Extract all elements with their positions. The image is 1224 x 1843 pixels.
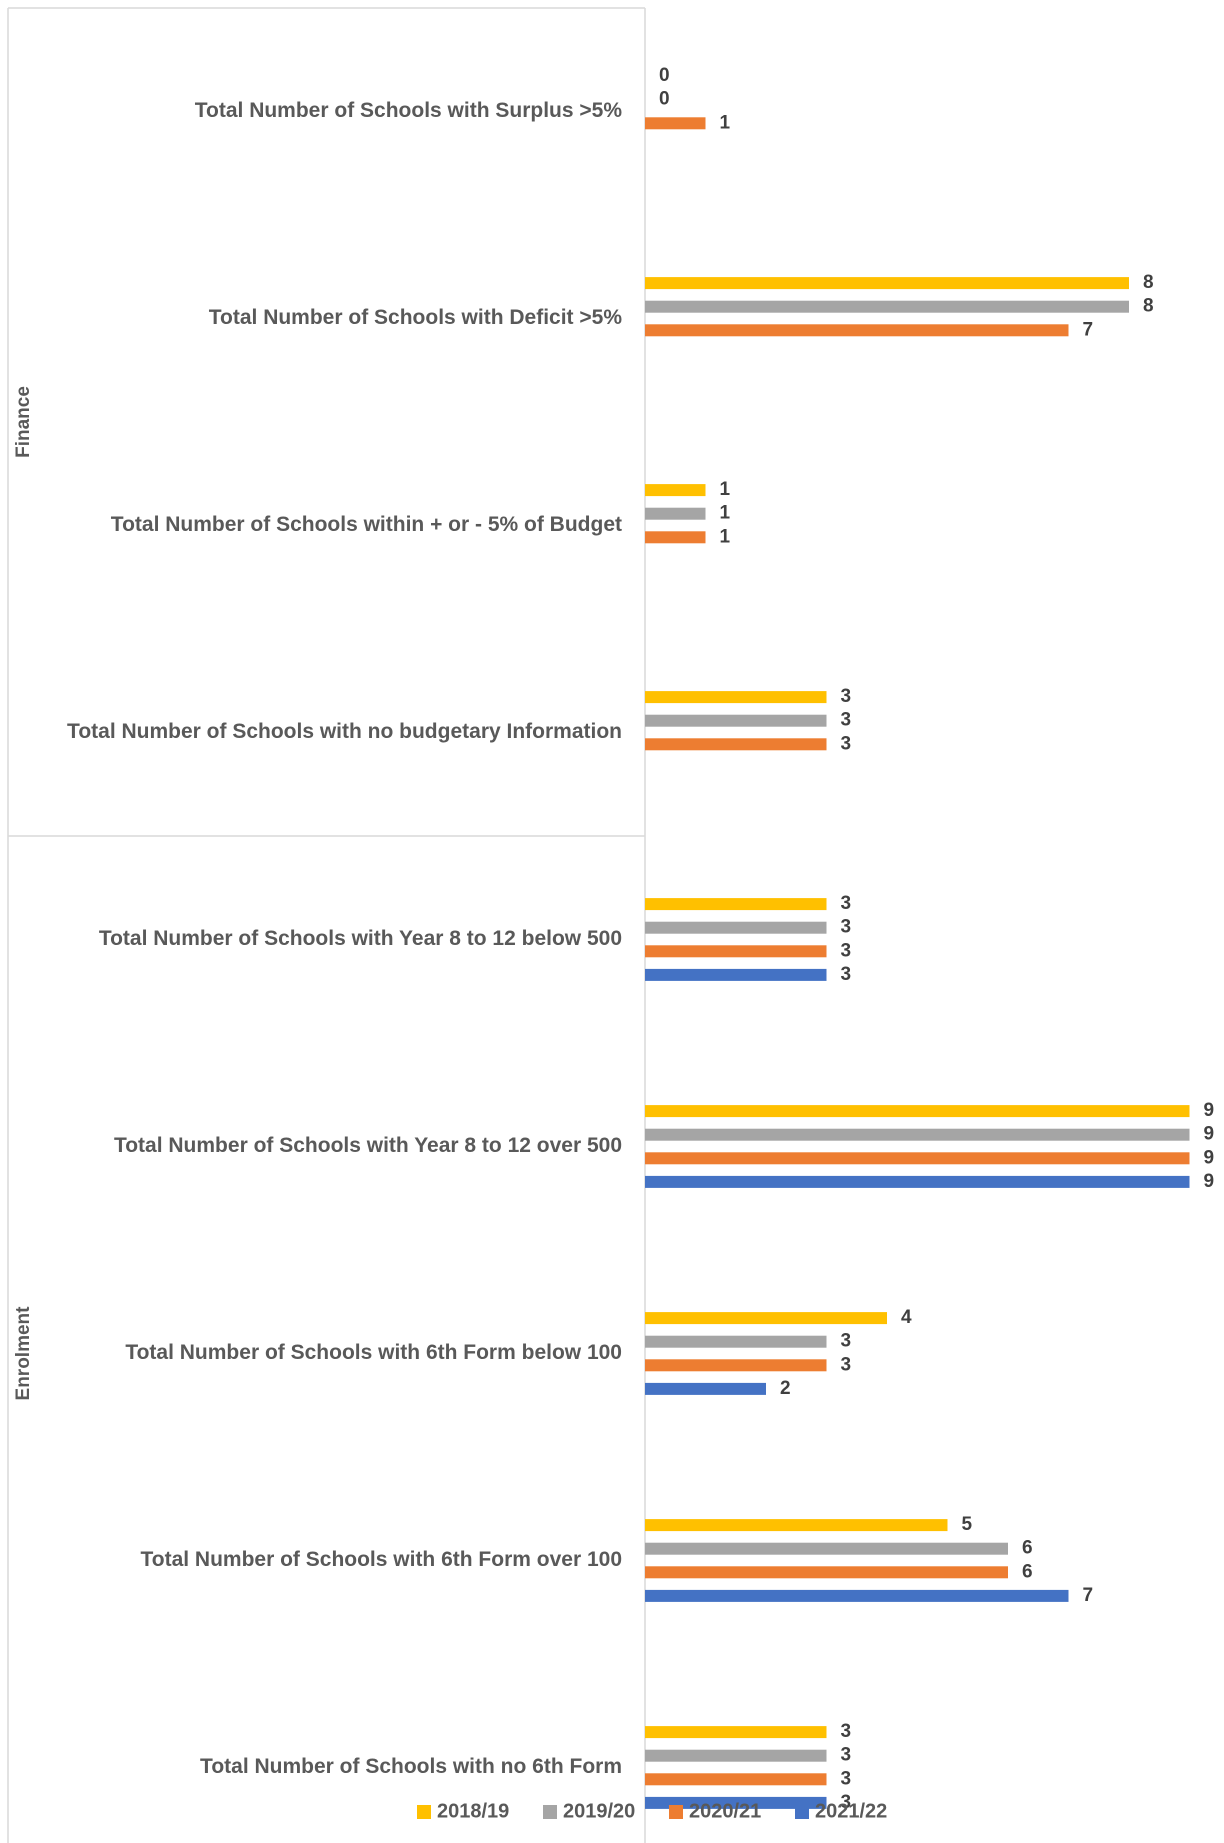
data-label: 3 bbox=[841, 1745, 852, 1766]
data-label: 6 bbox=[1022, 1538, 1033, 1559]
bar bbox=[645, 1773, 827, 1786]
data-label: 9 bbox=[1204, 1147, 1215, 1168]
chart-frame bbox=[7, 7, 646, 1843]
legend-label: 2020/21 bbox=[689, 1800, 761, 1822]
legend-swatch bbox=[669, 1805, 683, 1819]
bar bbox=[645, 691, 827, 704]
bar bbox=[645, 1335, 827, 1348]
bar bbox=[645, 1359, 827, 1372]
legend-label: 2021/22 bbox=[815, 1800, 887, 1822]
bar bbox=[645, 1519, 948, 1532]
category-label: Total Number of Schools with 6th Form be… bbox=[125, 1341, 622, 1364]
legend: 2018/19 2019/20 2020/21 2021/22 bbox=[417, 1800, 887, 1822]
bar bbox=[645, 945, 827, 958]
legend-label: 2019/20 bbox=[563, 1800, 635, 1822]
data-label: 5 bbox=[962, 1514, 973, 1535]
category-label: Total Number of Schools with Year 8 to 1… bbox=[114, 1134, 622, 1157]
data-label: 3 bbox=[841, 710, 852, 731]
bar bbox=[645, 484, 706, 497]
bar bbox=[645, 714, 827, 727]
data-label: 1 bbox=[720, 526, 731, 547]
data-label: 3 bbox=[841, 917, 852, 938]
bar bbox=[645, 1542, 1008, 1555]
bar bbox=[645, 1382, 766, 1395]
data-label: 6 bbox=[1022, 1561, 1033, 1582]
data-label: 9 bbox=[1204, 1124, 1215, 1145]
data-label: 3 bbox=[841, 964, 852, 985]
group-labels: Finance Enrolment bbox=[8, 386, 645, 1400]
bar bbox=[645, 968, 827, 981]
bar bbox=[645, 1175, 1190, 1188]
data-label: 9 bbox=[1204, 1171, 1215, 1192]
bar bbox=[645, 324, 1069, 337]
data-label: 1 bbox=[720, 479, 731, 500]
bar bbox=[645, 1726, 827, 1739]
bar bbox=[645, 300, 1129, 313]
category-label: Total Number of Schools with Deficit >5% bbox=[209, 306, 623, 329]
category-label: Total Number of Schools with no budgetar… bbox=[67, 720, 622, 743]
bar bbox=[645, 1128, 1190, 1141]
bar bbox=[645, 1152, 1190, 1165]
bar bbox=[645, 277, 1129, 290]
data-label: 3 bbox=[841, 733, 852, 754]
data-label: 3 bbox=[841, 1721, 852, 1742]
bar bbox=[645, 1105, 1190, 1118]
category-label: Total Number of Schools with Surplus >5% bbox=[195, 99, 623, 122]
bar bbox=[645, 1796, 827, 1809]
group-label-finance: Finance bbox=[13, 386, 34, 458]
bar bbox=[645, 1566, 1008, 1579]
data-label: 3 bbox=[841, 1331, 852, 1352]
data-label: 3 bbox=[841, 940, 852, 961]
bars bbox=[645, 117, 1190, 1809]
data-label: 3 bbox=[841, 1768, 852, 1789]
bar bbox=[645, 1312, 887, 1325]
data-label: 4 bbox=[901, 1307, 912, 1328]
data-label: 1 bbox=[720, 503, 731, 524]
category-label: Total Number of Schools within + or - 5%… bbox=[111, 513, 622, 536]
category-labels: Total Number of Schools with Surplus >5%… bbox=[67, 99, 622, 1778]
legend-swatch bbox=[795, 1805, 809, 1819]
legend-swatch bbox=[543, 1805, 557, 1819]
data-label: 8 bbox=[1143, 296, 1154, 317]
bar bbox=[645, 738, 827, 751]
data-label: 3 bbox=[841, 686, 852, 707]
data-label: 8 bbox=[1143, 272, 1154, 293]
data-label: 7 bbox=[1083, 1585, 1094, 1606]
data-label: 0 bbox=[659, 65, 670, 86]
data-label: 0 bbox=[659, 89, 670, 110]
group-label-enrolment: Enrolment bbox=[13, 1306, 34, 1401]
category-label: Total Number of Schools with no 6th Form bbox=[200, 1755, 622, 1778]
bar bbox=[645, 1749, 827, 1762]
bar bbox=[645, 1589, 1069, 1602]
data-label: 7 bbox=[1083, 319, 1094, 340]
data-label: 3 bbox=[841, 893, 852, 914]
legend-label: 2018/19 bbox=[437, 1800, 509, 1822]
data-label: 3 bbox=[841, 1792, 852, 1813]
bar bbox=[645, 507, 706, 520]
bar bbox=[645, 531, 706, 544]
category-label: Total Number of Schools with Year 8 to 1… bbox=[99, 927, 622, 950]
bar bbox=[645, 898, 827, 911]
bar bbox=[645, 117, 706, 130]
data-label: 3 bbox=[841, 1354, 852, 1375]
bar bbox=[645, 921, 827, 934]
category-label: Total Number of Schools with 6th Form ov… bbox=[140, 1548, 622, 1571]
data-label: 2 bbox=[780, 1378, 791, 1399]
data-label: 1 bbox=[720, 112, 731, 133]
data-label: 9 bbox=[1204, 1100, 1215, 1121]
legend-swatch bbox=[417, 1805, 431, 1819]
